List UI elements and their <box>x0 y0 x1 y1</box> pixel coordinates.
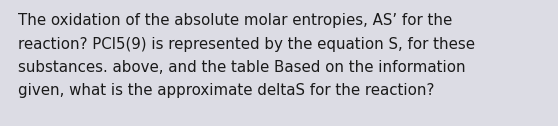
Text: The oxidation of the absolute molar entropies, AS’ for the: The oxidation of the absolute molar entr… <box>18 13 452 28</box>
Text: substances. above, and the table Based on the information: substances. above, and the table Based o… <box>18 60 465 75</box>
Text: given, what is the approximate deltaS for the reaction?: given, what is the approximate deltaS fo… <box>18 84 434 99</box>
Text: reaction? PCl5(9) is represented by the equation S, for these: reaction? PCl5(9) is represented by the … <box>18 37 475 52</box>
